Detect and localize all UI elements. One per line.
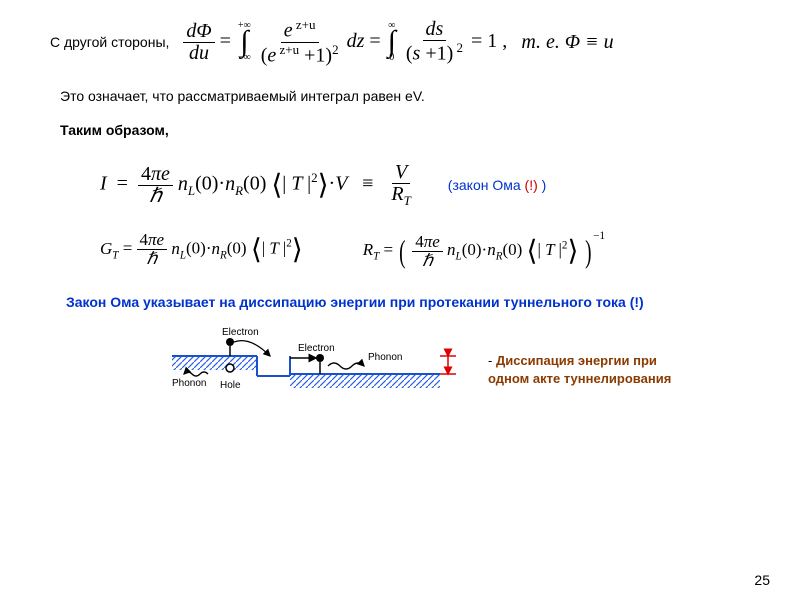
ohm-label: (закон Ома (!) ) [448,177,547,193]
formula-I: I = 4πeℏ nL(0)·nR(0) ⟨| T |2⟩·V ≡ VRT [100,162,414,208]
svg-text:Phonon: Phonon [368,352,402,363]
page-number: 25 [754,572,770,588]
formula-tail: т. е. Φ ≡ u [521,31,613,54]
svg-text:Electron: Electron [298,343,335,354]
tunneling-diagram: Electron Phonon Hole Electron Phonon [170,326,470,414]
explain-text: Это означает, что рассматриваемый интегр… [60,88,760,104]
diagram-caption: - Диссипация энергии при одном акте тунн… [488,352,698,387]
ohm-dissipation-line: Закон Ома указывает на диссипацию энерги… [66,294,760,310]
formula-RT: RT = ( 4πeℏ nL(0)·nR(0) ⟨| T |2⟩ )−1 [363,230,605,270]
svg-text:Phonon: Phonon [172,378,206,389]
formula-dphi-du: dΦdu = +∞∫−∞ e z+u (e z+u +1)2 dz = ∞∫0 … [183,18,507,66]
intro-text: С другой стороны, [50,34,169,50]
formula-GT: GT = 4πeℏ nL(0)·nR(0) ⟨| T |2⟩ [100,231,303,268]
svg-text:Electron: Electron [222,327,259,338]
svg-text:Hole: Hole [220,380,241,391]
thus-text: Таким образом, [60,122,760,138]
